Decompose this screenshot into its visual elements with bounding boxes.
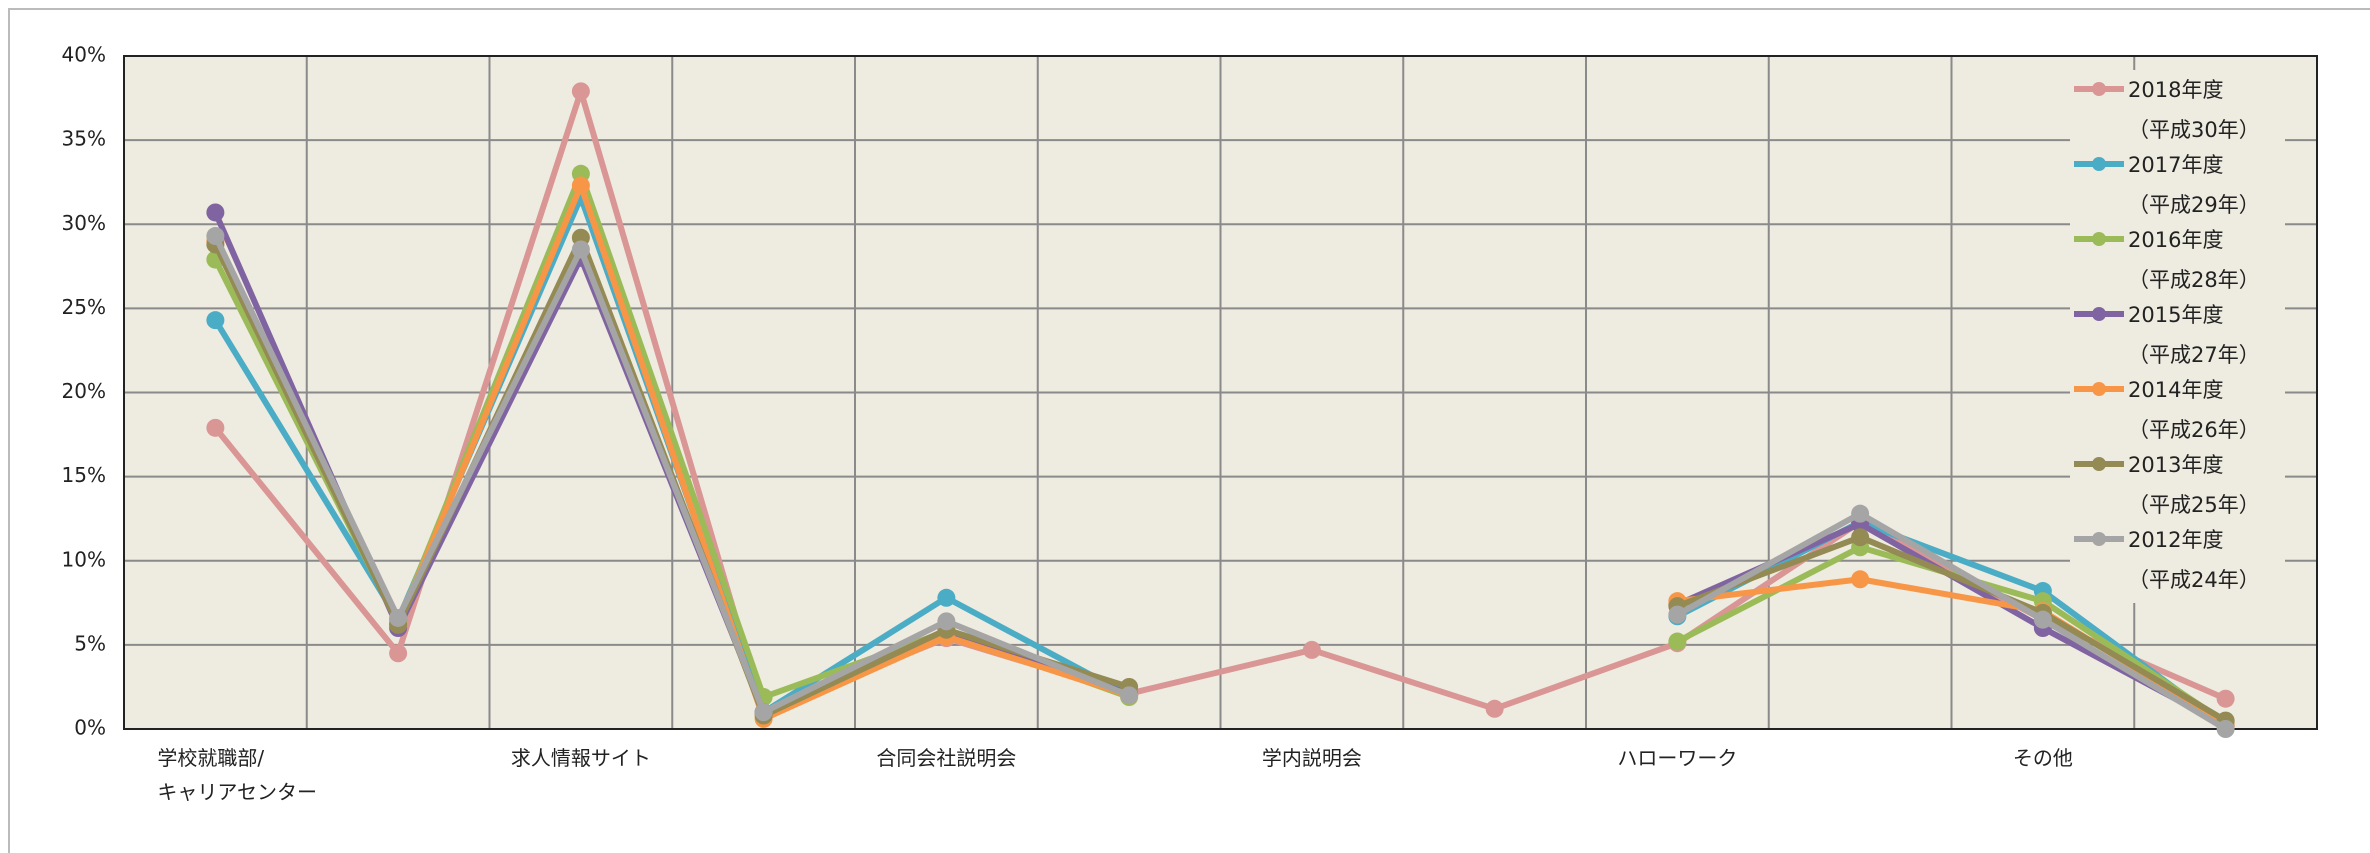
data-point	[1851, 570, 1870, 589]
data-point	[206, 311, 225, 330]
legend-label: 2015年度 （平成27年）	[2128, 303, 2260, 367]
y-tick-label: 20%	[62, 379, 106, 403]
legend-marker	[2092, 382, 2106, 396]
data-point	[2216, 720, 2235, 738]
x-tick-label: ハローワーク	[1617, 746, 1738, 770]
legend-marker	[2092, 307, 2106, 321]
legend-swatch	[2074, 82, 2124, 96]
legend-entry: 2017年度 （平成29年）	[2070, 149, 2285, 224]
y-tick-label: 30%	[62, 211, 106, 235]
legend-swatch	[2074, 232, 2124, 246]
legend: 2018年度 （平成30年） 2017年度 （平成29年） 2016年度 （平成28…	[2070, 70, 2285, 603]
data-point	[206, 418, 225, 437]
legend-entry: 2013年度 （平成25年）	[2070, 449, 2285, 524]
data-point	[1302, 640, 1321, 659]
y-tick-label: 0%	[74, 716, 106, 740]
x-tick-label: 求人情報サイト	[510, 746, 651, 770]
data-point	[937, 588, 956, 607]
x-tick-label: 合同会社説明会	[876, 746, 1017, 770]
data-point	[389, 608, 408, 627]
legend-label: 2014年度 （平成26年）	[2128, 378, 2260, 442]
data-point	[571, 240, 590, 259]
legend-marker	[2092, 457, 2106, 471]
plot-border	[123, 55, 2318, 730]
legend-swatch	[2074, 307, 2124, 321]
frame	[8, 8, 2370, 853]
y-tick-label: 35%	[62, 127, 106, 151]
legend-label: 2012年度 （平成24年）	[2128, 528, 2260, 592]
legend-label: 2017年度 （平成29年）	[2128, 153, 2260, 217]
data-point	[754, 703, 773, 722]
data-point	[1851, 504, 1870, 523]
y-tick-label: 15%	[62, 463, 106, 487]
legend-entry: 2015年度 （平成27年）	[2070, 299, 2285, 374]
y-tick-label: 25%	[62, 295, 106, 319]
series-line	[212, 234, 2228, 732]
data-point	[206, 203, 225, 222]
legend-entry: 2014年度 （平成26年）	[2070, 374, 2285, 449]
legend-marker	[2092, 532, 2106, 546]
legend-swatch	[2074, 157, 2124, 171]
legend-swatch	[2074, 532, 2124, 546]
data-point	[1120, 686, 1139, 705]
data-point	[571, 176, 590, 195]
data-point	[2216, 689, 2235, 708]
legend-label: 2018年度 （平成30年）	[2128, 78, 2260, 142]
y-tick-label: 5%	[74, 631, 106, 655]
legend-swatch	[2074, 382, 2124, 396]
data-point	[2033, 610, 2052, 629]
legend-entry: 2018年度 （平成30年）	[2070, 74, 2285, 149]
x-tick-label: 学内説明会	[1261, 746, 1362, 770]
x-tick-label: 学校就職部/ キャリアセンター	[157, 746, 317, 804]
legend-swatch	[2074, 457, 2124, 471]
data-point	[937, 612, 956, 631]
data-point	[206, 227, 225, 246]
legend-entry: 2012年度 （平成24年）	[2070, 524, 2285, 599]
legend-label: 2016年度 （平成28年）	[2128, 228, 2260, 292]
legend-marker	[2092, 157, 2106, 171]
x-tick-label: その他	[2012, 746, 2073, 770]
data-point	[1668, 605, 1687, 624]
data-point	[571, 82, 590, 101]
y-tick-label: 10%	[62, 547, 106, 571]
data-point	[1851, 528, 1870, 547]
legend-marker	[2092, 232, 2106, 246]
legend-label: 2013年度 （平成25年）	[2128, 453, 2260, 517]
y-tick-label: 40%	[62, 43, 106, 67]
data-point	[1668, 632, 1687, 651]
legend-marker	[2092, 82, 2106, 96]
legend-entry: 2016年度 （平成28年）	[2070, 224, 2285, 299]
data-point	[389, 644, 408, 663]
data-point	[1485, 699, 1504, 718]
